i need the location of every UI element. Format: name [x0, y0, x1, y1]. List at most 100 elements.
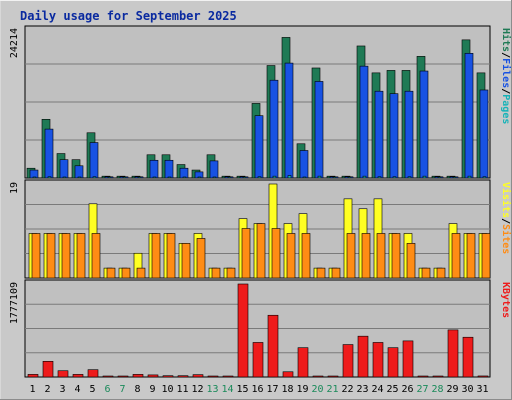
bar-kbytes-kbytes-8 [132, 374, 144, 378]
bar-hits-files-2 [44, 128, 54, 179]
legend-hits: Hits/Files/Pages [500, 28, 512, 124]
x-tick-label: 20 [311, 384, 323, 395]
bar-hits-pages-20 [317, 175, 322, 179]
bar-visits-sites-6 [106, 267, 116, 279]
x-tick-label: 10 [161, 384, 173, 395]
bar-kbytes-kbytes-4 [72, 374, 84, 378]
x-tick-label: 30 [461, 384, 473, 395]
bar-visits-sites-24 [376, 233, 386, 279]
bar-visits-sites-4 [76, 233, 86, 279]
bar-hits-files-26 [404, 90, 414, 179]
x-tick-label: 16 [251, 384, 263, 395]
bar-hits-pages-19 [302, 176, 307, 179]
legend-item: / [500, 218, 511, 224]
bar-hits-pages-18 [287, 175, 292, 179]
bar-hits-pages-25 [392, 176, 397, 179]
bar-visits-sites-31 [481, 233, 491, 279]
legend-kbytes: KBytes [500, 282, 511, 318]
bar-visits-sites-14 [226, 267, 236, 279]
legend-item: / [500, 88, 511, 94]
bar-visits-sites-18 [286, 233, 296, 279]
legend-item: Sites [500, 224, 512, 254]
bar-kbytes-kbytes-15 [237, 283, 249, 378]
bar-visits-sites-21 [331, 267, 341, 279]
bar-hits-pages-17 [272, 175, 277, 179]
bar-visits-sites-16 [256, 223, 266, 279]
bar-kbytes-kbytes-22 [342, 344, 354, 378]
bar-kbytes-kbytes-20 [312, 375, 324, 378]
x-tick-label: 21 [326, 384, 338, 395]
bar-hits-pages-30 [467, 175, 472, 179]
bar-hits-pages-9 [152, 176, 157, 179]
bar-hits-files-13 [209, 160, 219, 179]
x-tick-label: 13 [206, 384, 218, 395]
bar-kbytes-kbytes-5 [87, 369, 99, 378]
bar-kbytes-kbytes-7 [117, 375, 129, 378]
bar-hits-pages-8 [137, 176, 142, 179]
bar-hits-pages-29 [452, 176, 457, 179]
x-tick-label: 1 [29, 384, 35, 395]
bar-kbytes-kbytes-24 [372, 342, 384, 378]
bar-visits-sites-17 [271, 228, 281, 279]
bar-hits-files-19 [299, 150, 309, 179]
panel-kbytes: 1777109 KBytes [9, 279, 511, 378]
bar-hits-files-18 [284, 62, 294, 179]
x-tick-label: 8 [134, 384, 140, 395]
bar-hits-files-30 [464, 53, 474, 179]
bar-hits-pages-23 [362, 175, 367, 179]
bar-hits-pages-27 [422, 175, 427, 179]
bar-visits-sites-26 [406, 243, 416, 279]
bar-hits-pages-11 [182, 176, 187, 179]
bar-hits-files-31 [479, 89, 489, 179]
bar-hits-files-16 [254, 115, 264, 179]
bar-hits-files-10 [164, 159, 174, 179]
bar-visits-sites-3 [61, 233, 71, 279]
bar-kbytes-kbytes-30 [462, 336, 474, 378]
bar-visits-sites-28 [436, 267, 446, 279]
bar-visits-sites-23 [361, 233, 371, 279]
bar-kbytes-kbytes-9 [147, 374, 159, 378]
bar-visits-sites-1 [31, 233, 41, 279]
bar-kbytes-kbytes-27 [417, 375, 429, 378]
x-axis-labels: 1 2 3 4 5 6 7 8 9 10 11 12 13 14 15 16 17 18 19 20 21 22 23 24 2… [29, 384, 488, 395]
bar-visits-sites-8 [136, 267, 146, 279]
legend-visits: Visits/Sites [500, 182, 512, 254]
bar-kbytes-kbytes-29 [447, 329, 459, 378]
x-tick-label: 22 [341, 384, 353, 395]
bar-visits-sites-10 [166, 233, 176, 279]
bar-hits-files-24 [374, 90, 384, 179]
x-tick-label: 2 [44, 384, 50, 395]
bar-hits-files-23 [359, 65, 369, 179]
bar-hits-files-4 [74, 165, 84, 179]
bar-kbytes-kbytes-18 [282, 371, 294, 378]
bar-kbytes-kbytes-26 [402, 340, 414, 378]
bar-kbytes-kbytes-10 [162, 375, 174, 378]
bar-kbytes-kbytes-2 [42, 361, 54, 378]
bar-hits-pages-12 [197, 176, 202, 179]
bar-visits-sites-25 [391, 233, 401, 279]
x-tick-label: 7 [119, 384, 125, 395]
bar-kbytes-kbytes-31 [477, 375, 489, 378]
bar-hits-pages-22 [347, 176, 352, 179]
bar-visits-sites-27 [421, 267, 431, 279]
bar-hits-pages-16 [257, 176, 262, 179]
x-tick-label: 3 [59, 384, 65, 395]
bar-hits-files-20 [314, 81, 324, 179]
x-tick-label: 11 [176, 384, 188, 395]
bar-hits-pages-24 [377, 176, 382, 179]
x-tick-label: 12 [191, 384, 203, 395]
bar-kbytes-kbytes-12 [192, 374, 204, 378]
bar-hits-files-5 [89, 142, 99, 179]
x-tick-label: 29 [446, 384, 458, 395]
bar-visits-sites-5 [91, 233, 101, 279]
x-tick-label: 14 [221, 384, 233, 395]
x-tick-label: 23 [356, 384, 368, 395]
x-tick-label: 4 [74, 384, 80, 395]
x-tick-label: 25 [386, 384, 398, 395]
bar-kbytes-kbytes-14 [222, 375, 234, 378]
bar-visits-sites-20 [316, 267, 326, 279]
panel-hits: 24214 Hits/Files/Pages [9, 25, 512, 179]
legend-item: / [500, 52, 511, 58]
